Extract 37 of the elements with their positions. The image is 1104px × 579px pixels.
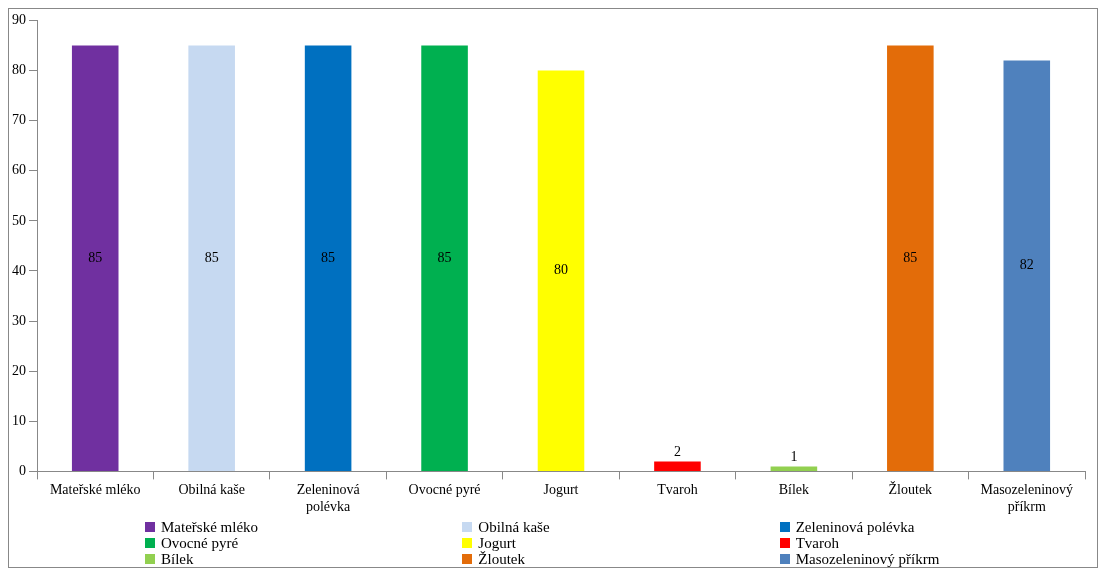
y-tick-label: 0: [19, 463, 26, 479]
data-label: 82: [1019, 257, 1034, 273]
y-tick-label: 10: [12, 412, 26, 428]
x-tick-label: Tvaroh: [657, 482, 698, 498]
x-tick-label: Bílek: [778, 482, 810, 498]
x-tick-label: Masozeleninový příkrm: [980, 482, 1074, 515]
x-tick-label: Žloutek: [888, 481, 933, 498]
data-label: 85: [88, 249, 103, 265]
data-label: 85: [204, 249, 219, 265]
y-tick-label: 60: [12, 162, 26, 178]
legend-label: Mateřské mléko: [161, 519, 259, 535]
x-tick-label: Mateřské mléko: [49, 482, 141, 498]
x-tick-label: Jogurt: [543, 482, 579, 498]
data-label: 85: [437, 249, 452, 265]
y-tick-label: 80: [12, 62, 26, 78]
data-label: 85: [321, 249, 336, 265]
legend-label: Bílek: [161, 551, 194, 567]
data-label: 2: [673, 444, 681, 460]
legend-label: Jogurt: [478, 535, 516, 551]
y-tick-label: 40: [12, 262, 26, 278]
x-tick-label: Ovocné pyré: [408, 482, 481, 498]
legend-label: Masozeleninový příkrm: [795, 551, 940, 567]
y-tick-label: 90: [12, 12, 26, 28]
data-label: 85: [903, 249, 918, 265]
data-label: 1: [790, 449, 798, 465]
x-tick-label: Zeleninová polévka: [296, 482, 361, 515]
y-tick-label: 30: [12, 312, 26, 328]
y-tick-label: 20: [12, 362, 26, 378]
legend-label: Žloutek: [478, 551, 525, 567]
legend-label: Ovocné pyré: [161, 535, 239, 551]
x-tick-label: Obilná kaše: [178, 482, 245, 498]
y-tick-label: 50: [12, 212, 26, 228]
legend-label: Zeleninová polévka: [795, 519, 915, 535]
y-tick-label: 70: [12, 112, 26, 128]
legend-label: Tvaroh: [795, 535, 839, 551]
legend-label: Obilná kaše: [478, 519, 550, 535]
data-label: 80: [554, 262, 568, 278]
